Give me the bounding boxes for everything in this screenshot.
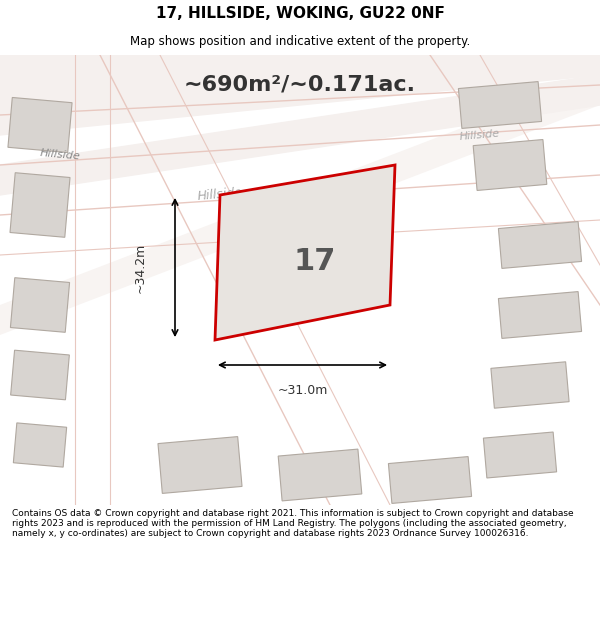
Polygon shape (484, 432, 557, 478)
Text: Contains OS data © Crown copyright and database right 2021. This information is : Contains OS data © Crown copyright and d… (12, 509, 574, 538)
Polygon shape (0, 75, 600, 335)
Polygon shape (278, 449, 362, 501)
Text: 17, HILLSIDE, WOKING, GU22 0NF: 17, HILLSIDE, WOKING, GU22 0NF (155, 6, 445, 21)
Polygon shape (10, 173, 70, 238)
Polygon shape (158, 437, 242, 493)
Polygon shape (8, 98, 72, 152)
Polygon shape (0, 75, 600, 195)
Polygon shape (499, 222, 581, 268)
Polygon shape (10, 278, 70, 332)
Text: Hillside: Hillside (460, 128, 500, 142)
Polygon shape (0, 55, 600, 135)
Text: ~34.2m: ~34.2m (133, 242, 146, 292)
Text: Hillside: Hillside (197, 186, 243, 204)
Polygon shape (388, 457, 472, 503)
Polygon shape (491, 362, 569, 408)
Text: ~31.0m: ~31.0m (277, 384, 328, 396)
Text: 17: 17 (294, 247, 336, 276)
Text: Hillside: Hillside (40, 148, 80, 162)
Polygon shape (11, 350, 70, 400)
Polygon shape (458, 82, 542, 128)
Polygon shape (215, 165, 395, 340)
Text: ~690m²/~0.171ac.: ~690m²/~0.171ac. (184, 75, 416, 95)
Polygon shape (13, 423, 67, 467)
Polygon shape (499, 292, 581, 338)
Polygon shape (473, 139, 547, 191)
Text: Map shows position and indicative extent of the property.: Map shows position and indicative extent… (130, 35, 470, 48)
